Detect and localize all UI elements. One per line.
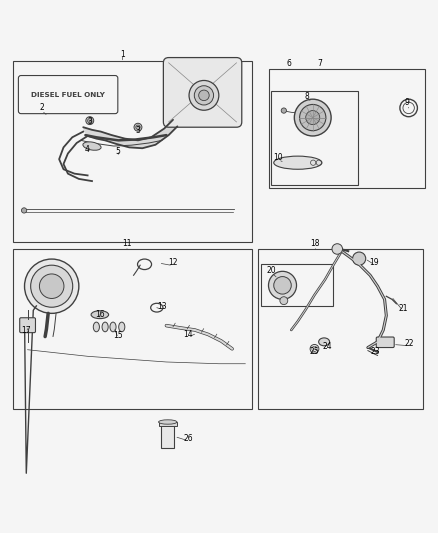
Circle shape [294, 99, 331, 136]
Polygon shape [138, 138, 155, 148]
Ellipse shape [93, 322, 99, 332]
Circle shape [281, 108, 286, 113]
Circle shape [136, 125, 140, 130]
Text: 5: 5 [116, 147, 121, 156]
Text: 22: 22 [405, 338, 414, 348]
Polygon shape [125, 139, 142, 148]
Text: 19: 19 [370, 257, 379, 266]
Text: 25: 25 [310, 348, 319, 357]
Ellipse shape [318, 338, 330, 346]
Circle shape [194, 86, 214, 105]
Bar [269, 69, 425, 188]
Ellipse shape [159, 420, 177, 424]
Text: 9: 9 [405, 98, 410, 107]
Text: 17: 17 [21, 326, 31, 335]
Circle shape [88, 118, 92, 123]
Bar [161, 424, 174, 448]
Text: 21: 21 [398, 304, 408, 313]
Polygon shape [164, 120, 177, 135]
Ellipse shape [91, 311, 109, 319]
Text: 7: 7 [317, 59, 322, 68]
Text: 3: 3 [87, 117, 92, 126]
Polygon shape [101, 132, 116, 144]
Polygon shape [151, 128, 169, 145]
Circle shape [31, 265, 73, 307]
Text: 6: 6 [286, 59, 292, 68]
Bar [271, 91, 358, 185]
Text: 15: 15 [113, 331, 123, 340]
Text: 24: 24 [323, 342, 332, 351]
Ellipse shape [83, 142, 101, 150]
Text: 1: 1 [120, 51, 125, 60]
Text: 12: 12 [168, 259, 178, 268]
Bar [13, 249, 252, 409]
Circle shape [199, 90, 209, 101]
Ellipse shape [102, 322, 108, 332]
Ellipse shape [274, 156, 322, 169]
Text: 18: 18 [311, 239, 320, 248]
Circle shape [353, 252, 366, 265]
Text: 10: 10 [273, 152, 283, 161]
Text: 23: 23 [371, 348, 381, 357]
Text: 3: 3 [135, 126, 141, 135]
Bar [258, 249, 423, 409]
Text: 13: 13 [157, 302, 167, 311]
Ellipse shape [110, 322, 116, 332]
Circle shape [274, 277, 291, 294]
Circle shape [134, 123, 142, 131]
Polygon shape [92, 130, 105, 140]
Polygon shape [112, 135, 129, 147]
Text: 14: 14 [184, 330, 193, 339]
Text: 26: 26 [184, 434, 193, 443]
Circle shape [39, 274, 64, 298]
Circle shape [300, 104, 326, 131]
Circle shape [21, 208, 27, 213]
Circle shape [268, 271, 297, 300]
Text: 20: 20 [267, 265, 276, 274]
FancyBboxPatch shape [18, 76, 118, 114]
Circle shape [86, 117, 94, 125]
Circle shape [25, 259, 79, 313]
Text: 2: 2 [39, 103, 44, 112]
Text: DIESEL FUEL ONLY: DIESEL FUEL ONLY [31, 92, 105, 98]
Text: 11: 11 [122, 239, 132, 248]
Circle shape [189, 80, 219, 110]
FancyBboxPatch shape [163, 58, 242, 127]
Text: 4: 4 [84, 144, 89, 154]
FancyBboxPatch shape [376, 337, 394, 348]
Bar [261, 264, 333, 306]
Circle shape [306, 110, 320, 125]
Bar [159, 422, 177, 426]
FancyBboxPatch shape [20, 318, 35, 333]
Ellipse shape [119, 322, 125, 332]
Bar [13, 61, 252, 243]
Circle shape [280, 297, 288, 304]
Text: 16: 16 [95, 310, 105, 319]
Text: 8: 8 [304, 92, 309, 101]
Circle shape [332, 244, 343, 254]
Polygon shape [83, 127, 96, 139]
